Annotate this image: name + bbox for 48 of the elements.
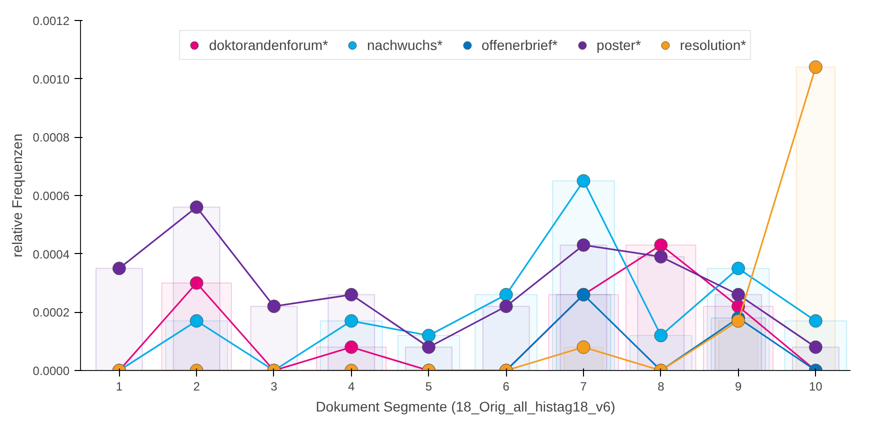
point (732, 314, 746, 328)
y-tick-label: 0.0010 (32, 72, 70, 86)
x-tick-label: 9 (734, 380, 742, 394)
point (654, 250, 668, 264)
legend-label: doktorandenforum* (208, 37, 328, 53)
x-axis-title: Dokument Segmente (18_Orig_all_histag18_v6) (316, 398, 616, 414)
point (190, 276, 204, 290)
point (808, 314, 822, 328)
legend-label: poster* (596, 37, 641, 53)
x-tick-label: 3 (270, 380, 278, 394)
x-tick-label: 8 (658, 380, 665, 394)
point (112, 262, 126, 276)
y-tick-label: 0.0004 (32, 247, 70, 262)
point (499, 288, 513, 302)
x-tick-label: 6 (502, 380, 510, 394)
point (808, 60, 822, 74)
x-tick-label: 5 (425, 380, 432, 394)
point (422, 340, 436, 354)
legend-label: offenerbrief* (482, 37, 558, 53)
y-axis-title: relative Frequenzen (8, 134, 25, 258)
y-tick-label: 0.0012 (32, 14, 70, 28)
y-tick-label: 0.0000 (32, 364, 70, 378)
point (654, 328, 668, 342)
point (576, 174, 590, 188)
point (190, 314, 204, 328)
point (576, 238, 590, 252)
point (654, 238, 668, 252)
legend-label: nachwuchs* (367, 37, 443, 53)
legend-label: resolution* (680, 37, 746, 53)
point (576, 340, 590, 354)
point (344, 288, 358, 302)
x-tick-label: 1 (116, 380, 123, 394)
point (732, 288, 746, 302)
y-tick-label: 0.0002 (32, 306, 70, 320)
point (190, 200, 204, 214)
x-tick-label: 10 (809, 380, 823, 394)
y-tick-label: 0.0008 (32, 130, 70, 145)
x-tick-label: 2 (193, 380, 200, 394)
point (808, 340, 822, 354)
y-tick-label: 0.0006 (32, 189, 70, 203)
x-tick-label: 7 (580, 380, 588, 394)
point (344, 314, 358, 328)
x-tick-label: 4 (348, 380, 356, 394)
point (732, 262, 746, 276)
point (267, 300, 281, 314)
point (422, 328, 436, 342)
point (344, 340, 358, 354)
point (499, 300, 513, 314)
